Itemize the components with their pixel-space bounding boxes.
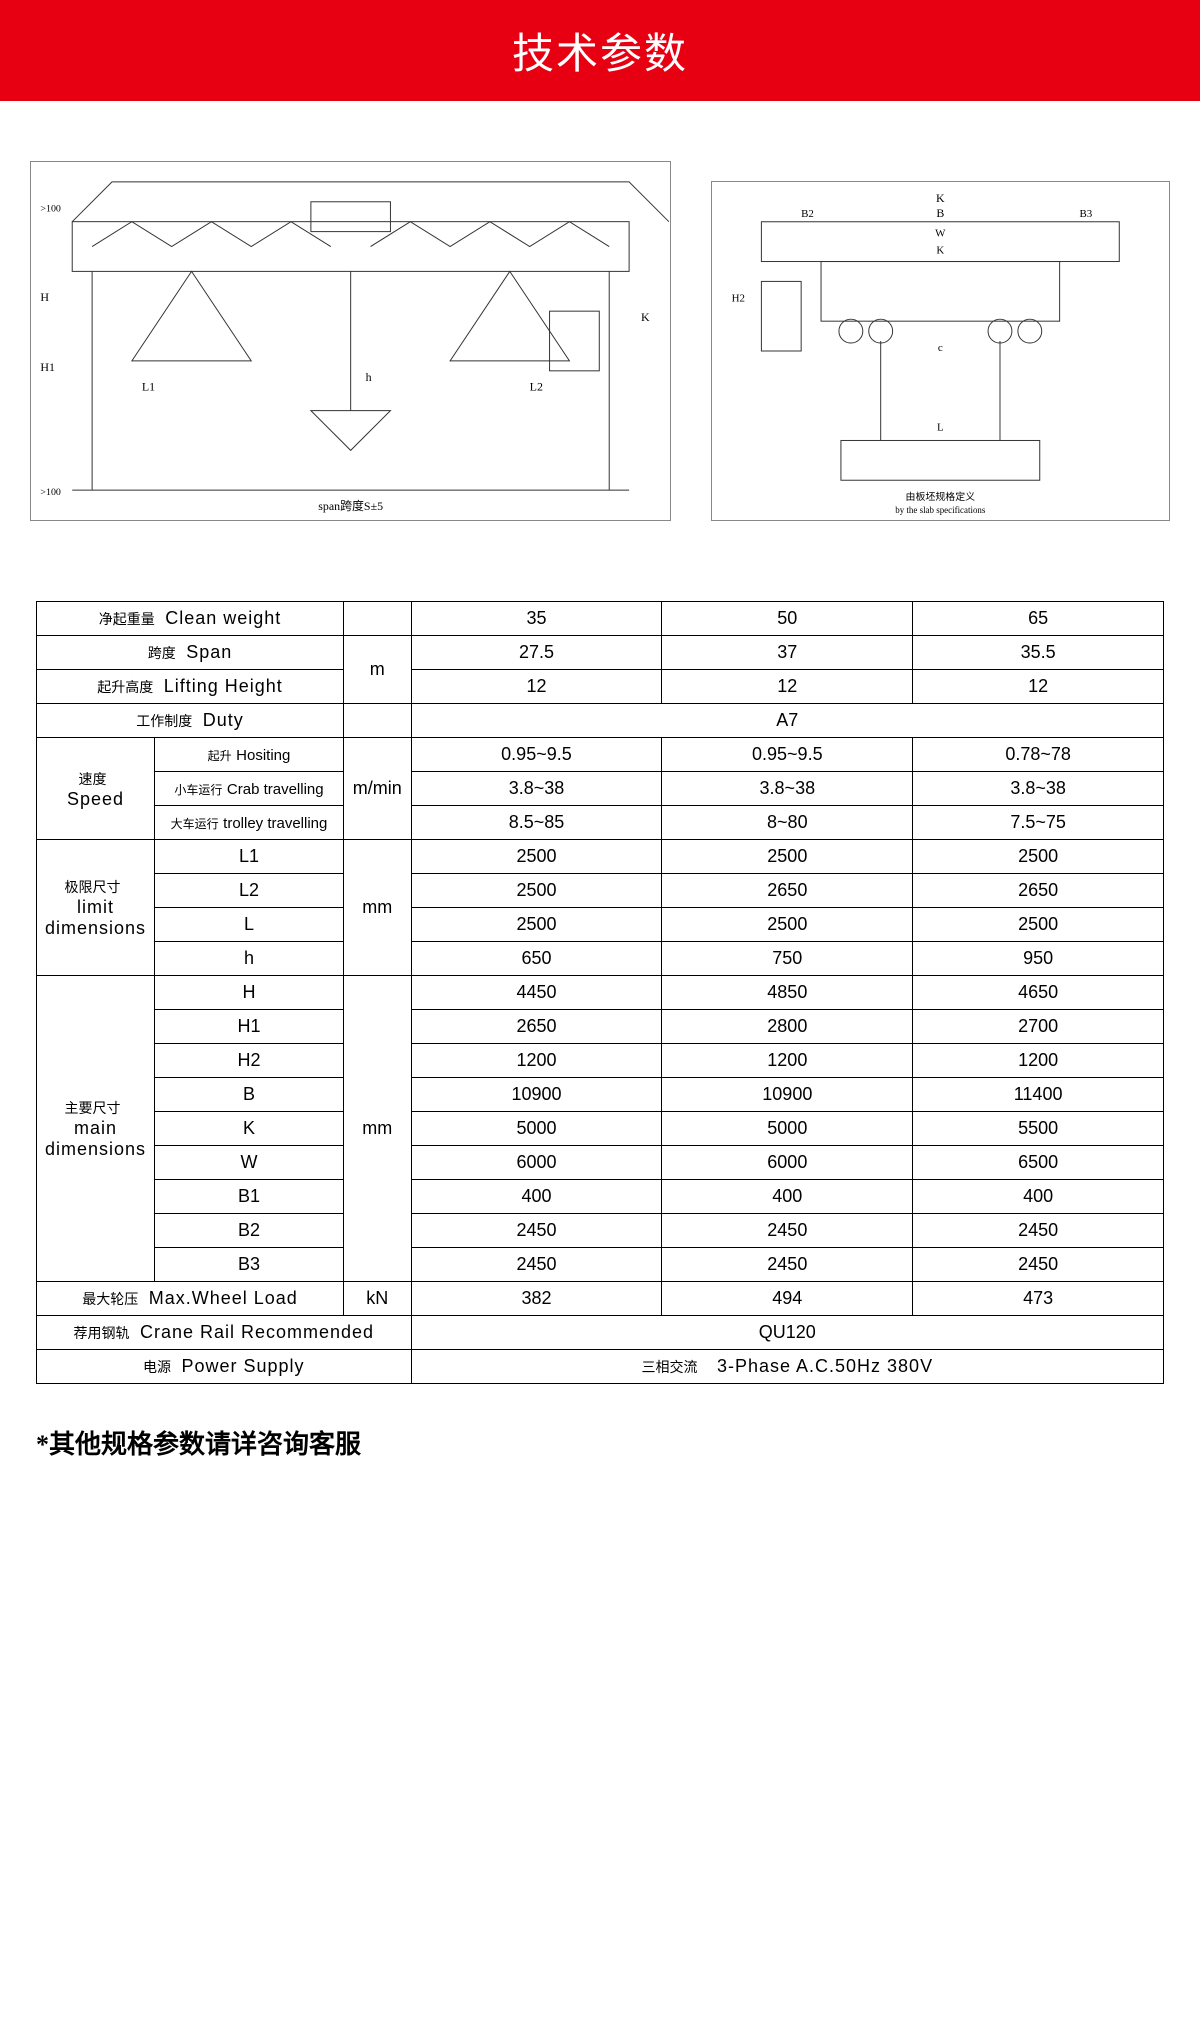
- row-limit-L1: 极限尺寸limit dimensions L1 mm 250025002500: [37, 840, 1164, 874]
- svg-text:H2: H2: [732, 292, 745, 304]
- row-duty: 工作制度 Duty A7: [37, 704, 1164, 738]
- row-lifting-height: 起升高度 Lifting Height 12 12 12: [37, 670, 1164, 704]
- svg-text:L: L: [937, 422, 944, 434]
- row-limit-L2: L2250026502650: [37, 874, 1164, 908]
- svg-text:>100: >100: [40, 487, 61, 498]
- svg-text:B: B: [937, 206, 945, 220]
- row-main-K: K500050005500: [37, 1112, 1164, 1146]
- spec-table: 净起重量 Clean weight 35 50 65 跨度 Span m 27.…: [36, 601, 1164, 1384]
- row-speed-hoisting: 速度Speed 起升 Hositing m/min 0.95~9.5 0.95~…: [37, 738, 1164, 772]
- slab-caption-cn: 由板坯规格定义: [906, 490, 976, 503]
- row-main-B3: B3245024502450: [37, 1248, 1164, 1282]
- svg-text:H: H: [40, 290, 49, 304]
- row-main-B1: B1400400400: [37, 1180, 1164, 1214]
- row-power: 电源 Power Supply 三相交流 3-Phase A.C.50Hz 38…: [37, 1350, 1164, 1384]
- row-max-wheel: 最大轮压 Max.Wheel Load kN 382 494 473: [37, 1282, 1164, 1316]
- diagram-area: span跨度S±5 >100 H H1 >100 L1 L2 h K: [0, 101, 1200, 601]
- svg-text:H1: H1: [40, 360, 55, 374]
- svg-text:W: W: [936, 228, 947, 240]
- row-clean-weight: 净起重量 Clean weight 35 50 65: [37, 602, 1164, 636]
- row-limit-h: h650750950: [37, 942, 1164, 976]
- svg-text:L2: L2: [530, 380, 543, 394]
- svg-text:>100: >100: [40, 204, 61, 215]
- row-speed-crab: 小车运行 Crab travelling 3.8~38 3.8~38 3.8~3…: [37, 772, 1164, 806]
- svg-text:K: K: [641, 310, 650, 324]
- svg-text:K: K: [936, 191, 945, 205]
- span-caption: span跨度S±5: [318, 499, 383, 513]
- row-main-W: W600060006500: [37, 1146, 1164, 1180]
- svg-text:h: h: [366, 370, 372, 384]
- footnote: *其他规格参数请详咨询客服: [36, 1424, 1164, 1461]
- slab-caption-en: by the slab specifications: [896, 505, 987, 515]
- row-limit-L: L250025002500: [37, 908, 1164, 942]
- row-speed-trolley: 大车运行 trolley travelling 8.5~85 8~80 7.5~…: [37, 806, 1164, 840]
- row-main-H: 主要尺寸main dimensions H mm 445048504650: [37, 976, 1164, 1010]
- svg-text:B2: B2: [801, 208, 814, 220]
- diagram-front-view: span跨度S±5 >100 H H1 >100 L1 L2 h K: [30, 161, 671, 521]
- svg-text:c: c: [938, 342, 943, 354]
- row-main-H2: H2120012001200: [37, 1044, 1164, 1078]
- header-title: 技术参数: [0, 0, 1200, 101]
- row-rail: 荐用钢轨 Crane Rail Recommended QU120: [37, 1316, 1164, 1350]
- row-main-B2: B2245024502450: [37, 1214, 1164, 1248]
- row-main-B: B109001090011400: [37, 1078, 1164, 1112]
- side-view-svg: K B B2 B3 W K H2 c L 由板坯规格定义 by the slab…: [712, 182, 1169, 520]
- svg-text:B3: B3: [1080, 208, 1093, 220]
- front-view-svg: span跨度S±5 >100 H H1 >100 L1 L2 h K: [31, 162, 670, 520]
- row-main-H1: H1265028002700: [37, 1010, 1164, 1044]
- row-span: 跨度 Span m 27.5 37 35.5: [37, 636, 1164, 670]
- diagram-side-view: K B B2 B3 W K H2 c L 由板坯规格定义 by the slab…: [711, 181, 1170, 521]
- svg-text:L1: L1: [142, 380, 155, 394]
- svg-text:K: K: [937, 245, 945, 257]
